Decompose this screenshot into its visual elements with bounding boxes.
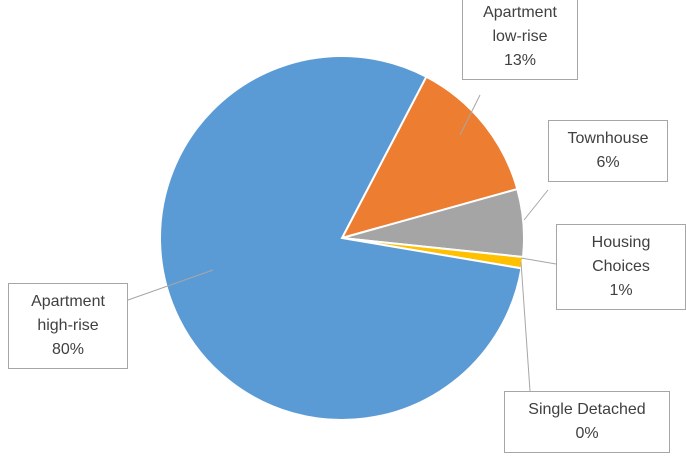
pie-slice: [159, 55, 523, 421]
data-label: Single Detached 0%: [504, 391, 670, 453]
data-label: Apartment low-rise 13%: [462, 0, 578, 80]
label-name: Single Detached: [528, 401, 646, 418]
pie-slice: [340, 75, 519, 240]
label-percent: 6%: [596, 154, 620, 171]
label-name: Apartment low-rise: [483, 4, 557, 45]
data-label: Townhouse 6%: [548, 120, 668, 182]
leader-line: [459, 94, 481, 136]
label-percent: 0%: [575, 425, 599, 442]
label-name: Housing Choices: [591, 234, 651, 275]
label-name: Apartment high-rise: [31, 293, 105, 334]
data-label: Apartment high-rise 80%: [8, 283, 128, 369]
leader-line: [127, 269, 214, 301]
label-percent: 80%: [51, 341, 85, 358]
leader-line: [520, 257, 557, 265]
label-name: Townhouse: [567, 130, 649, 147]
leader-line: [520, 261, 531, 392]
label-percent: 13%: [503, 52, 537, 69]
label-percent: 1%: [609, 282, 633, 299]
data-label: Housing Choices 1%: [556, 224, 686, 310]
leader-line: [523, 189, 549, 221]
